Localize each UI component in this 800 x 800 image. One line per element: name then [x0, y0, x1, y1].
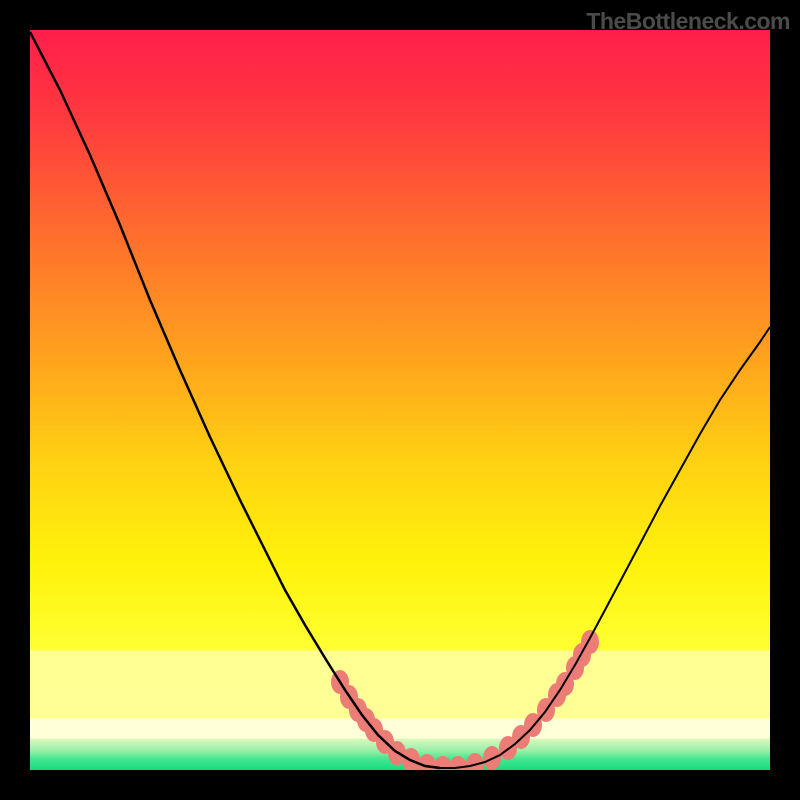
gradient-background [30, 30, 770, 770]
watermark: TheBottleneck.com [586, 8, 790, 35]
bottleneck-chart [0, 0, 800, 800]
